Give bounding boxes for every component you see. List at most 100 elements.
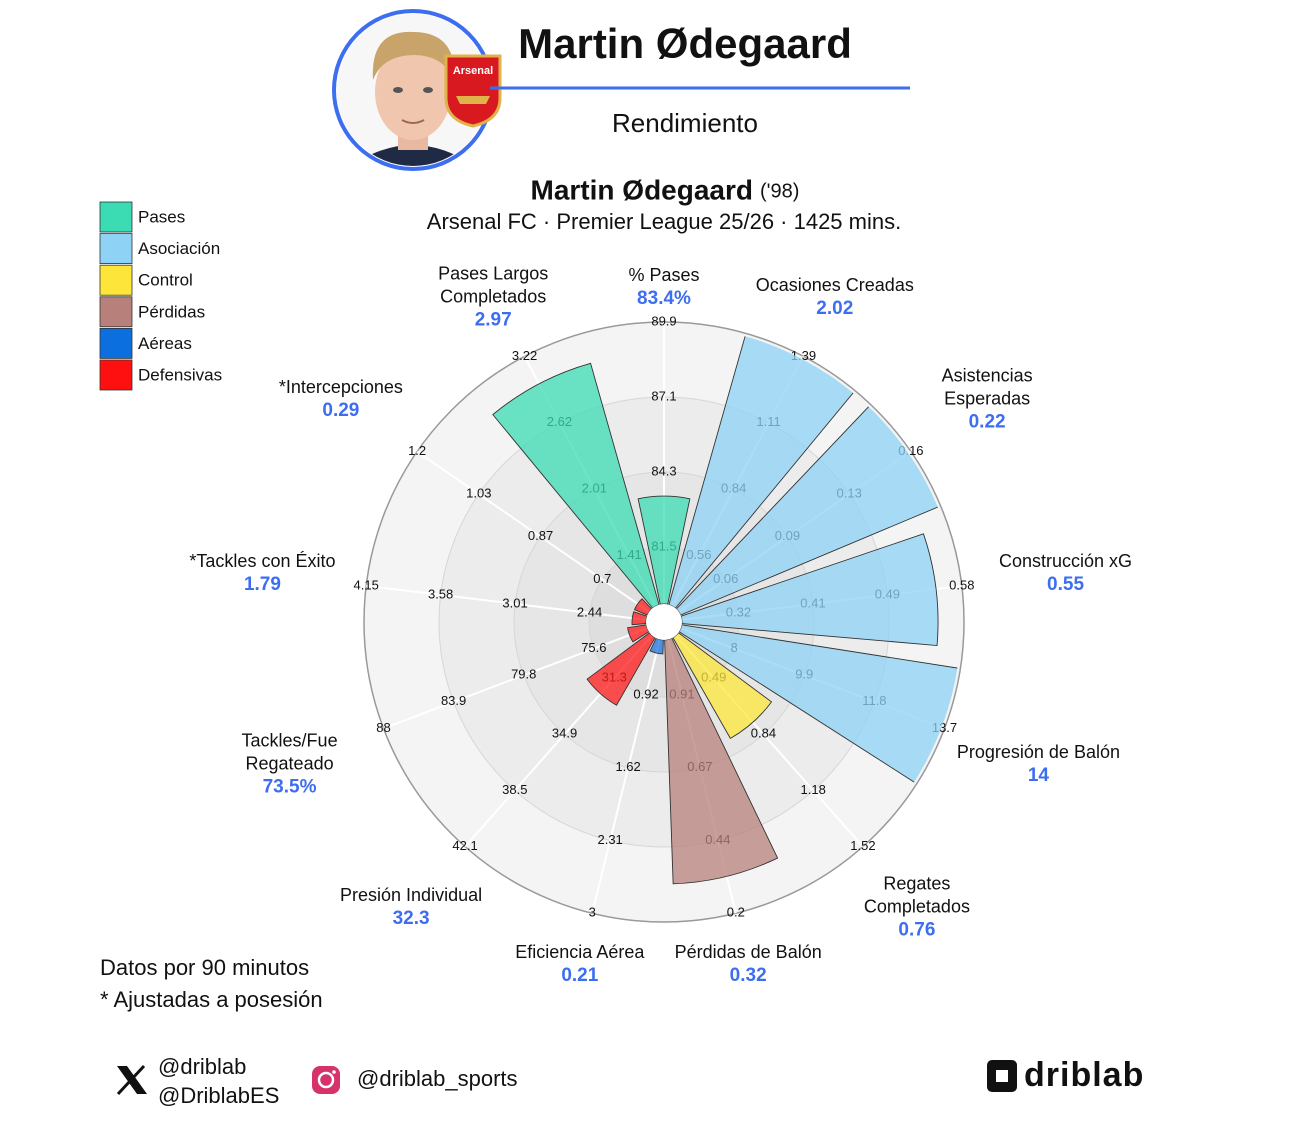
category-block: Pases Largos Completados 2.97 [438,262,548,331]
spoke [366,584,665,623]
tick-label: 0.2 [727,905,745,920]
category-label: Pérdidas de Balón [674,941,822,962]
category-label: Construcción xG [999,551,1133,572]
value-label: 73.5% [262,776,317,798]
value-label: 14 [1027,765,1049,786]
tick-label: 0.92 [633,686,658,701]
footer-note: * Ajustadas a posesión [100,987,323,1012]
tick-label: 4.15 [354,577,379,592]
tick-label: 1.52 [850,838,875,853]
value-label: 83.4% [637,288,691,309]
category-block: Construcción xG 0.55 [999,550,1132,596]
tick-label: 2.44 [577,604,602,619]
tick-label: 75.6 [581,640,606,655]
instagram-handle: @driblab_sports [357,1066,518,1091]
category-label: *Tackles con Éxito [189,551,336,572]
legend-label: Aéreas [138,334,192,353]
tick-label: 1.62 [615,759,640,774]
tick-label: 1.03 [466,486,491,501]
value-label: 0.29 [322,399,360,421]
legend-swatch [99,233,133,265]
legend-label: Asociación [138,239,220,258]
category-label: Presión Individual [340,885,483,906]
tick-label: 88 [376,720,390,735]
tick-label: 0.58 [949,577,974,592]
category-block: Eficiencia Aérea 0.21 [515,941,644,987]
tick-label: 38.5 [502,782,527,797]
value-label: 0.76 [898,919,936,941]
category-label: Progresión de Balón [956,742,1120,762]
instagram-icon [312,1066,340,1094]
tick-label: 34.9 [552,726,577,741]
brand-logo [987,1060,1017,1092]
category-label: *Intercepciones [278,376,403,397]
tick-label: 1.2 [408,443,426,458]
tick-label: 3.01 [502,595,527,610]
legend-swatch [99,359,133,391]
tick-label: 3 [589,905,596,920]
tick-label: 1.18 [801,782,826,797]
tick-label: 42.1 [452,838,477,853]
value-label: 2.97 [474,309,512,331]
legend-label: Defensivas [138,365,222,384]
legend-swatch [99,327,133,359]
category-label: Regates Completados [863,873,970,917]
category-block: Progresión de Balón 14 [957,741,1120,787]
tick-label: 87.1 [651,388,676,403]
tick-label: 0.87 [528,528,553,543]
value-label: 0.32 [729,964,767,986]
value-label: 0.21 [561,964,599,986]
category-block: *Tackles con Éxito 1.79 [189,550,335,596]
x-icon [116,1064,147,1096]
player-name: Martin Ødegaard [518,20,852,67]
legend-label: Pérdidas [138,302,205,321]
category-block: % Pases 83.4% [628,264,699,310]
club-badge: Arsenal [444,54,502,128]
category-label: Pases Largos Completados [438,263,549,307]
value-label: 32.3 [392,908,430,930]
tick-label: 3.22 [512,348,537,363]
category-label: Asistencias Esperadas [941,365,1033,409]
category-block: Pérdidas de Balón 0.32 [675,941,822,987]
x-handle: @DriblabES [158,1083,279,1108]
category-block: Ocasiones Creadas 2.02 [756,274,914,320]
value-label: 0.22 [968,411,1006,433]
tick-label: 79.8 [511,667,536,682]
tick-label: 0.84 [751,726,776,741]
category-label: % Pases [628,265,700,285]
category-block: Asistencias Esperadas 0.22 [942,364,1033,433]
value-label: 2.02 [816,297,854,319]
value-label: 1.79 [243,574,281,596]
chart-subtitle: Arsenal FC · Premier League 25/26 · 1425… [427,209,901,234]
center-hole [646,604,682,640]
footer-note: Datos por 90 minutos [100,955,309,980]
value-label: 0.55 [1047,574,1085,596]
badge-text: Arsenal [453,65,493,77]
tick-label: 2.31 [597,832,622,847]
spoke [383,621,665,730]
tick-label: 0.7 [593,571,611,586]
spoke [416,450,665,623]
category-label: Tackles/Fue Regateado [241,730,338,774]
category-block: *Intercepciones 0.29 [279,376,403,422]
section-title: Rendimiento [612,108,758,138]
tick-label: 89.9 [651,313,676,328]
legend-label: Control [138,271,193,290]
tick-label: 84.3 [651,463,676,478]
category-block: Presión Individual 32.3 [340,884,482,930]
category-block: Tackles/Fue Regateado 73.5% [242,730,338,799]
tick-label: 83.9 [441,693,466,708]
category-label: Eficiencia Aérea [515,941,645,962]
category-label: Ocasiones Creadas [755,274,914,295]
x-handle: @driblab [158,1054,246,1079]
tick-label: 3.58 [428,586,453,601]
legend-swatch [99,296,133,328]
legend-swatch [99,264,133,296]
chart-title: Martin Ødegaard [531,174,753,205]
legend-swatch [99,201,133,233]
brand-name: driblab [1024,1056,1144,1094]
chart-title-note: ('98) [760,180,799,202]
category-block: Regates Completados 0.76 [864,873,970,942]
